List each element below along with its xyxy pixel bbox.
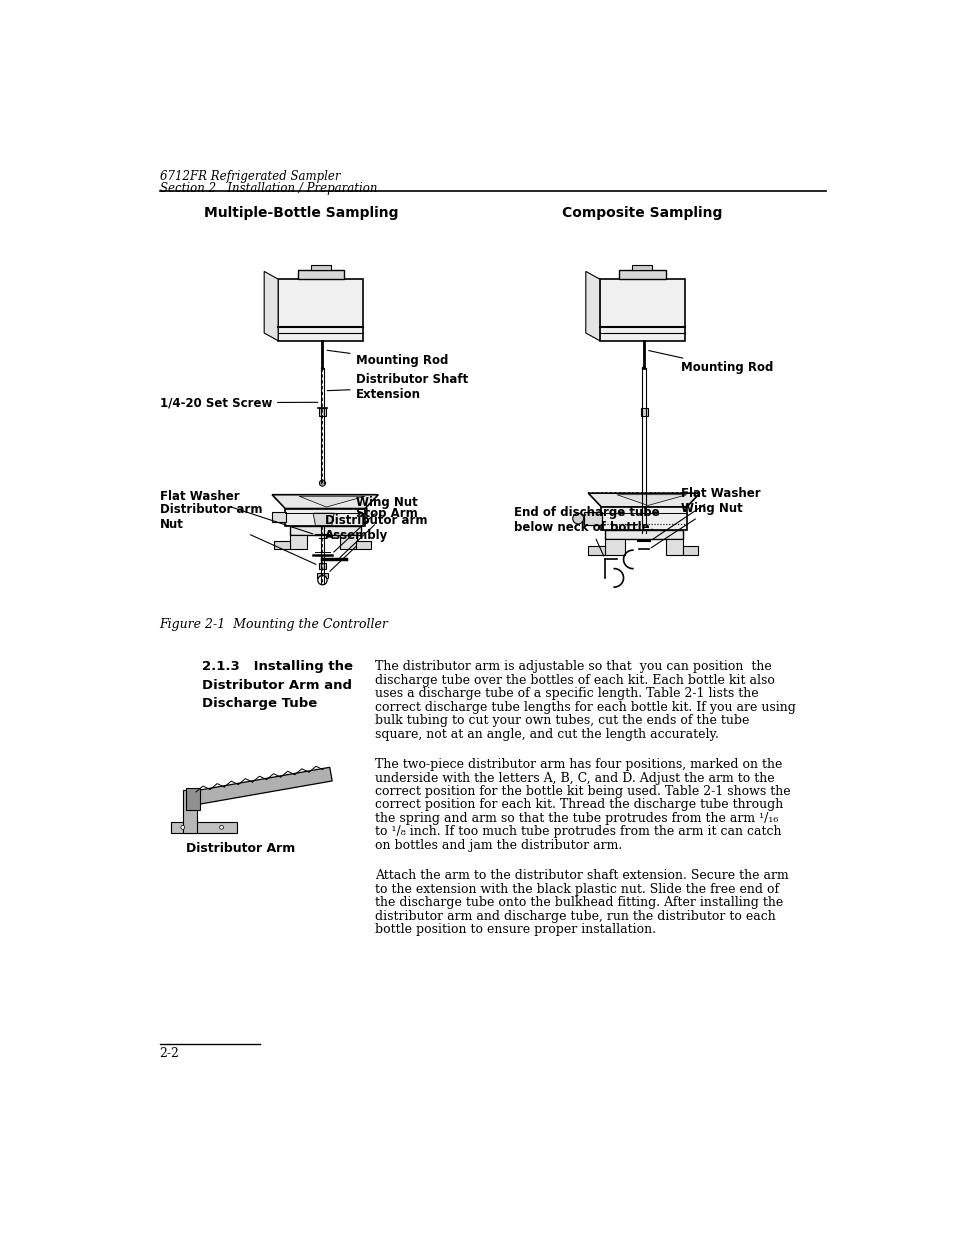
Bar xyxy=(600,508,686,530)
Circle shape xyxy=(572,514,583,524)
Text: underside with the letters A, B, C, and D. Adjust the arm to the: underside with the letters A, B, C, and … xyxy=(375,772,774,784)
Text: to the extension with the black plastic nut. Slide the free end of: to the extension with the black plastic … xyxy=(375,883,779,895)
Text: uses a discharge tube of a specific length. Table 2-1 lists the: uses a discharge tube of a specific leng… xyxy=(375,687,758,700)
Bar xyxy=(290,526,361,535)
Text: 2.1.3   Installing the: 2.1.3 Installing the xyxy=(202,661,353,673)
Text: bulk tubing to cut your own tubes, cut the ends of the tube: bulk tubing to cut your own tubes, cut t… xyxy=(375,714,749,727)
Bar xyxy=(318,409,326,416)
Bar xyxy=(285,509,365,526)
Polygon shape xyxy=(189,767,332,805)
Text: Figure 2-1  Mounting the Controller: Figure 2-1 Mounting the Controller xyxy=(159,618,388,631)
Text: The two-piece distributor arm has four positions, marked on the: The two-piece distributor arm has four p… xyxy=(375,758,781,771)
Bar xyxy=(278,279,363,341)
Text: Distributor Arm: Distributor Arm xyxy=(186,842,295,855)
Bar xyxy=(605,530,682,540)
Text: Stop Arm: Stop Arm xyxy=(339,508,417,557)
Bar xyxy=(186,788,199,810)
Text: Discharge Tube: Discharge Tube xyxy=(202,698,317,710)
Text: Distributor arm
Nut: Distributor arm Nut xyxy=(159,503,315,564)
Bar xyxy=(183,790,196,832)
Bar xyxy=(297,270,344,279)
Bar xyxy=(316,573,328,578)
Bar xyxy=(274,541,290,548)
Bar xyxy=(665,540,682,555)
Bar xyxy=(318,563,326,569)
Text: the discharge tube onto the bulkhead fitting. After installing the: the discharge tube onto the bulkhead fit… xyxy=(375,897,782,909)
Text: Wing Nut: Wing Nut xyxy=(650,501,742,548)
Text: Distributor arm
Assembly: Distributor arm Assembly xyxy=(324,514,427,572)
Bar xyxy=(583,513,601,525)
Bar xyxy=(171,823,236,832)
Polygon shape xyxy=(264,272,278,341)
Text: square, not at an angle, and cut the length accurately.: square, not at an angle, and cut the len… xyxy=(375,727,719,741)
Text: Distributor Arm and: Distributor Arm and xyxy=(202,679,352,692)
Bar xyxy=(355,541,371,548)
Text: on bottles and jam the distributor arm.: on bottles and jam the distributor arm. xyxy=(375,839,621,852)
Bar xyxy=(311,266,331,270)
Bar xyxy=(599,279,684,341)
Bar xyxy=(639,409,647,416)
Text: correct discharge tube lengths for each bottle kit. If you are using: correct discharge tube lengths for each … xyxy=(375,700,795,714)
Text: correct position for each kit. Thread the discharge tube through: correct position for each kit. Thread th… xyxy=(375,799,782,811)
Text: Wing Nut: Wing Nut xyxy=(334,496,417,552)
Text: to ¹/₈ inch. If too much tube protrudes from the arm it can catch: to ¹/₈ inch. If too much tube protrudes … xyxy=(375,825,781,839)
Text: Composite Sampling: Composite Sampling xyxy=(561,206,721,220)
Text: Multiple-Bottle Sampling: Multiple-Bottle Sampling xyxy=(204,206,398,220)
Text: distributor arm and discharge tube, run the distributor to each: distributor arm and discharge tube, run … xyxy=(375,910,775,923)
Text: The distributor arm is adjustable so that  you can position  the: The distributor arm is adjustable so tha… xyxy=(375,661,771,673)
Text: Section 2   Installation / Preparation: Section 2 Installation / Preparation xyxy=(159,182,376,195)
Text: 1/4-20 Set Screw: 1/4-20 Set Screw xyxy=(159,396,317,409)
Bar xyxy=(682,546,698,555)
Text: 6712FR Refrigerated Sampler: 6712FR Refrigerated Sampler xyxy=(159,169,339,183)
Bar xyxy=(618,270,665,279)
Text: 2-2: 2-2 xyxy=(159,1047,179,1060)
Text: correct position for the bottle kit being used. Table 2-1 shows the: correct position for the bottle kit bein… xyxy=(375,785,790,798)
Polygon shape xyxy=(299,496,365,508)
Bar xyxy=(588,546,605,555)
Circle shape xyxy=(181,825,185,829)
Text: discharge tube over the bottles of each kit. Each bottle kit also: discharge tube over the bottles of each … xyxy=(375,674,774,687)
Bar xyxy=(339,535,356,548)
Polygon shape xyxy=(585,272,599,341)
Text: Mounting Rod: Mounting Rod xyxy=(648,351,773,374)
Bar xyxy=(272,513,286,521)
Text: Flat Washer: Flat Washer xyxy=(159,490,313,534)
Bar xyxy=(605,540,624,555)
Bar xyxy=(290,535,307,548)
Bar xyxy=(632,266,652,270)
Circle shape xyxy=(317,576,327,585)
Text: Distributor Shaft
Extension: Distributor Shaft Extension xyxy=(327,373,467,401)
Polygon shape xyxy=(313,514,334,526)
Circle shape xyxy=(319,480,325,487)
Polygon shape xyxy=(272,495,377,509)
Circle shape xyxy=(219,825,223,829)
Text: the spring and arm so that the tube protrudes from the arm ¹/₁₆: the spring and arm so that the tube prot… xyxy=(375,811,778,825)
Text: bottle position to ensure proper installation.: bottle position to ensure proper install… xyxy=(375,924,656,936)
Polygon shape xyxy=(588,493,700,508)
Text: Mounting Rod: Mounting Rod xyxy=(327,351,448,367)
Text: End of discharge tube
below neck of bottle.: End of discharge tube below neck of bott… xyxy=(514,506,659,556)
Polygon shape xyxy=(617,495,686,505)
Text: Attach the arm to the distributor shaft extension. Secure the arm: Attach the arm to the distributor shaft … xyxy=(375,869,788,882)
Text: Flat Washer: Flat Washer xyxy=(652,487,760,540)
